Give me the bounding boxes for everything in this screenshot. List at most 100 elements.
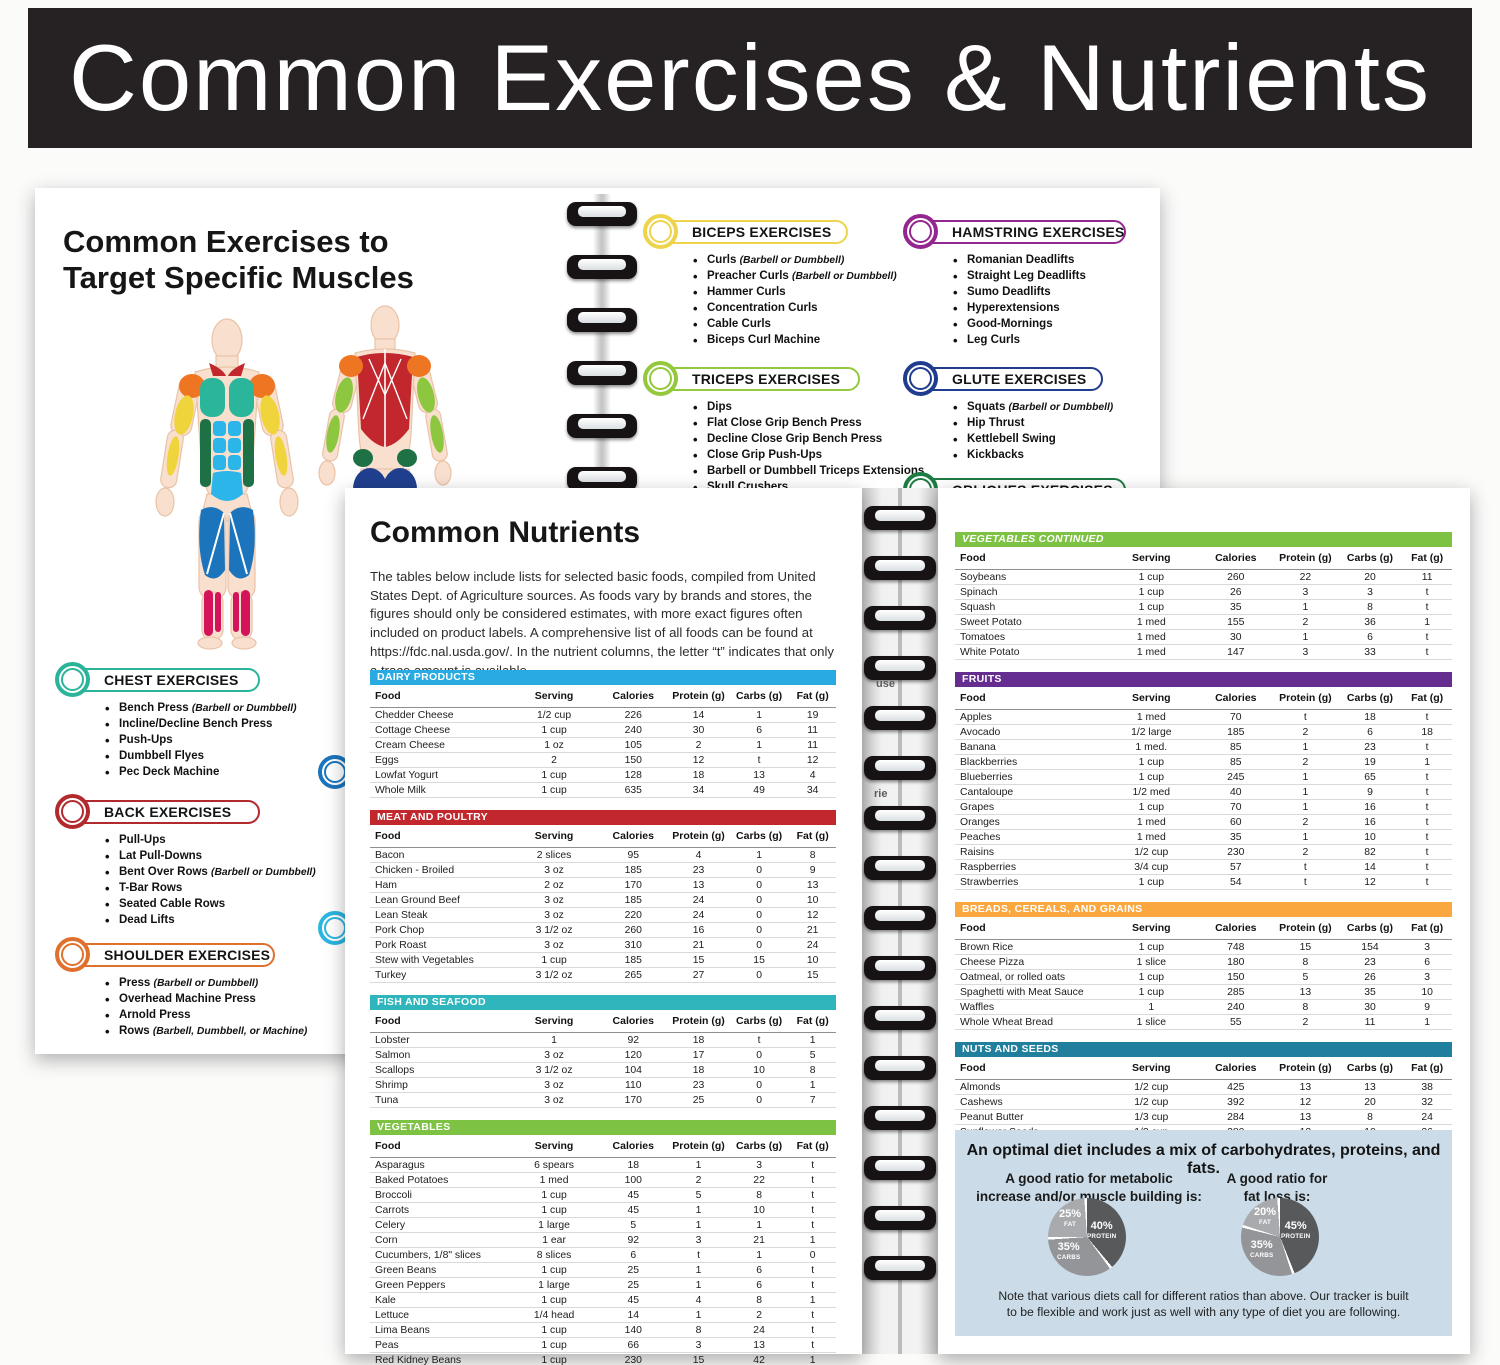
- spiral-coil: [567, 361, 637, 385]
- section-pill: TRICEPS EXERCISES: [643, 361, 860, 396]
- table-row: Oatmeal, or rolled oats 1 cup 150 5 26 3: [955, 970, 1452, 985]
- table-column-headers: Food Serving Calories Protein (g) Carbs (g) F…: [955, 917, 1452, 940]
- table-row: Chedder Cheese 1/2 cup 226 14 1 19: [370, 708, 836, 723]
- table-row: Cantaloupe 1/2 med 40 1 9 t: [955, 785, 1452, 800]
- page-behind-text-fragment: use: [876, 678, 895, 690]
- spiral-coil: [864, 1106, 936, 1130]
- nutrient-table-meat-and-poultry: MEAT AND POULTRY Food Serving Calories Prote…: [370, 810, 836, 983]
- table-row: Apples 1 med 70 t 18 t: [955, 710, 1452, 725]
- table-row: Eggs 2 150 12 t 12: [370, 753, 836, 768]
- nutrient-table-fruits: FRUITS Food Serving Calories Protein (g) Carb…: [955, 672, 1452, 890]
- table-row: Shrimp 3 oz 110 23 0 1: [370, 1078, 836, 1093]
- table-column-headers: Food Serving Calories Protein (g) Carbs (g) F…: [955, 687, 1452, 710]
- table-row: Pork Chop 3 1/2 oz 260 16 0 21: [370, 923, 836, 938]
- right-tables: VEGETABLES CONTINUED Food Serving Calories P…: [955, 532, 1452, 1152]
- pie-slice-label: 35% CARBS: [1250, 1239, 1274, 1259]
- section-pill: HAMSTRING EXERCISES: [903, 214, 1126, 249]
- section-pill: CHEST EXERCISES: [55, 662, 260, 697]
- exercise-item: Push-Ups: [104, 733, 297, 749]
- section-ring-icon: [643, 214, 678, 249]
- table-row: Raspberries 3/4 cup 57 t 14 t: [955, 860, 1452, 875]
- exercise-item: Bench Press (Barbell or Dumbbell): [104, 701, 297, 717]
- table-column-headers: Food Serving Calories Protein (g) Carbs (g) F…: [370, 1135, 836, 1158]
- table-row: Peanut Butter 1/3 cup 284 13 8 24: [955, 1110, 1452, 1125]
- exercise-item: Hyperextensions: [952, 301, 1126, 317]
- page-behind-text-fragment: rie: [874, 788, 888, 800]
- exercise-item: Sumo Deadlifts: [952, 285, 1126, 301]
- table-row: Lobster 1 92 18 t 1: [370, 1033, 836, 1048]
- spiral-coil: [864, 1256, 936, 1280]
- table-row: Tomatoes 1 med 30 1 6 t: [955, 630, 1452, 645]
- exercise-item: Kettlebell Swing: [952, 432, 1113, 448]
- nutrient-table-vegetables: VEGETABLES Food Serving Calories Protein (g)…: [370, 1120, 836, 1365]
- diet-heading: An optimal diet includes a mix of carboh…: [966, 1142, 1441, 1177]
- exercise-section-hamstring: HAMSTRING EXERCISES Romanian DeadliftsStr…: [903, 214, 1126, 348]
- exercise-list: Romanian DeadliftsStraight Leg Deadlifts…: [952, 253, 1126, 348]
- exercise-section-chest: CHEST EXERCISES Bench Press (Barbell or D…: [55, 662, 297, 781]
- table-row: Strawberries 1 cup 54 t 12 t: [955, 875, 1452, 890]
- nutrient-table-fish-and-seafood: FISH AND SEAFOOD Food Serving Calories Prote…: [370, 995, 836, 1108]
- exercise-list: Squats (Barbell or Dumbbell)Hip ThrustKe…: [952, 400, 1113, 464]
- table-row: Baked Potatoes 1 med 100 2 22 t: [370, 1173, 836, 1188]
- table-row: Stew with Vegetables 1 cup 185 15 15 10: [370, 953, 836, 968]
- exercise-section-shoulder: SHOULDER EXERCISES Press (Barbell or Dumb…: [55, 937, 307, 1040]
- exercise-section-triceps: TRICEPS EXERCISES DipsFlat Close Grip Ben…: [643, 361, 924, 495]
- table-row: Pork Roast 3 oz 310 21 0 24: [370, 938, 836, 953]
- spiral-coil: [864, 556, 936, 580]
- table-row: Lima Beans 1 cup 140 8 24 t: [370, 1323, 836, 1338]
- front-anatomy-figure: [155, 318, 299, 650]
- exercise-item: Press (Barbell or Dumbbell): [104, 976, 307, 992]
- table-row: Red Kidney Beans 1 cup 230 15 42 1: [370, 1353, 836, 1365]
- exercise-list: Bench Press (Barbell or Dumbbell)Incline…: [104, 701, 297, 781]
- section-ring-icon: [903, 214, 938, 249]
- pie-slice-label: 40% PROTEIN: [1087, 1220, 1117, 1240]
- table-header-bar: VEGETABLES: [370, 1120, 836, 1135]
- exercise-item: Close Grip Push-Ups: [692, 448, 924, 464]
- table-row: Ham 2 oz 170 13 0 13: [370, 878, 836, 893]
- table-row: Blueberries 1 cup 245 1 65 t: [955, 770, 1452, 785]
- table-row: Peaches 1 med 35 1 10 t: [955, 830, 1452, 845]
- table-row: Bacon 2 slices 95 4 1 8: [370, 848, 836, 863]
- table-column-headers: Food Serving Calories Protein (g) Carbs (g) F…: [370, 1010, 836, 1033]
- spiral-coil: [864, 706, 936, 730]
- table-row: Peas 1 cup 66 3 13 t: [370, 1338, 836, 1353]
- banner: Common Exercises & Nutrients: [28, 8, 1472, 148]
- exercise-list: Curls (Barbell or Dumbbell)Preacher Curl…: [692, 253, 897, 348]
- pie-chart-fat-loss: 45% PROTEIN 35% CARBS 20% FAT: [1241, 1198, 1319, 1276]
- table-row: Salmon 3 oz 120 17 0 5: [370, 1048, 836, 1063]
- table-column-headers: Food Serving Calories Protein (g) Carbs (g) F…: [955, 1057, 1452, 1080]
- table-row: White Potato 1 med 147 3 33 t: [955, 645, 1452, 660]
- section-title: HAMSTRING EXERCISES: [952, 224, 1125, 240]
- exercise-item: Concentration Curls: [692, 301, 897, 317]
- spiral-coil: [864, 1006, 936, 1030]
- exercise-item: Good-Mornings: [952, 317, 1126, 333]
- exercise-item: Barbell or Dumbbell Triceps Extensions: [692, 464, 924, 480]
- table-row: Green Peppers 1 large 25 1 6 t: [370, 1278, 836, 1293]
- table-row: Asparagus 6 spears 18 1 3 t: [370, 1158, 836, 1173]
- pie-slice-label: 45% PROTEIN: [1281, 1220, 1311, 1240]
- table-row: Carrots 1 cup 45 1 10 t: [370, 1203, 836, 1218]
- table-header-bar: FISH AND SEAFOOD: [370, 995, 836, 1010]
- section-title: SHOULDER EXERCISES: [104, 947, 271, 963]
- exercise-list: Pull-UpsLat Pull-DownsBent Over Rows (Ba…: [104, 833, 316, 928]
- section-ring-icon: [55, 662, 90, 697]
- table-row: Celery 1 large 5 1 1 t: [370, 1218, 836, 1233]
- spiral-coil: [864, 1056, 936, 1080]
- section-title: GLUTE EXERCISES: [952, 371, 1087, 387]
- spiral-coil: [567, 308, 637, 332]
- exercise-item: Incline/Decline Bench Press: [104, 717, 297, 733]
- spiral-coil: [864, 756, 936, 780]
- table-row: Cream Cheese 1 oz 105 2 1 11: [370, 738, 836, 753]
- table-row: Cucumbers, 1/8" slices 8 slices 6 t 1 0: [370, 1248, 836, 1263]
- left-tables: DAIRY PRODUCTS Food Serving Calories Protein…: [370, 670, 836, 1365]
- table-row: Oranges 1 med 60 2 16 t: [955, 815, 1452, 830]
- section-title: TRICEPS EXERCISES: [692, 371, 841, 387]
- table-row: Scallops 3 1/2 oz 104 18 10 8: [370, 1063, 836, 1078]
- table-row: Tuna 3 oz 170 25 0 7: [370, 1093, 836, 1108]
- table-header-bar: FRUITS: [955, 672, 1452, 687]
- section-ring-icon: [55, 937, 90, 972]
- exercise-item: Hip Thrust: [952, 416, 1113, 432]
- spiral-coil: [864, 656, 936, 680]
- nutrients-left-page: Common Nutrients The tables below includ…: [345, 488, 862, 1365]
- section-title: CHEST EXERCISES: [104, 672, 239, 688]
